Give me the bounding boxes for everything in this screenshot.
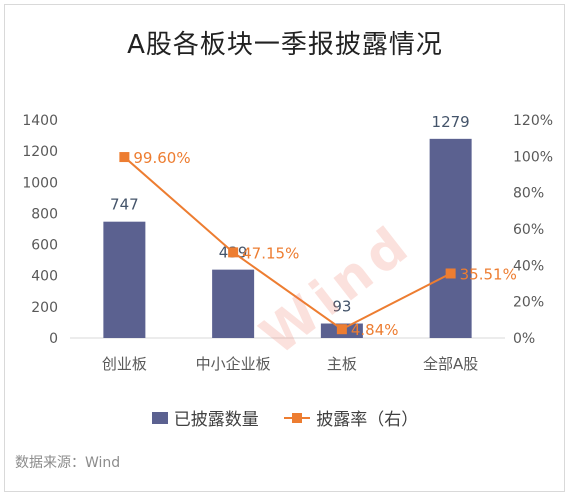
line-data-label: 4.84% — [351, 321, 399, 339]
source-note: 数据来源：Wind — [15, 455, 121, 471]
chart-legend: 已披露数量 披露率（右） — [0, 405, 570, 430]
bar — [429, 138, 472, 338]
y-left-tick-label: 200 — [31, 300, 58, 316]
bar-data-label: 747 — [110, 196, 139, 214]
bar — [103, 221, 146, 338]
y-left-tick-label: 400 — [31, 269, 58, 285]
y-right-tick-label: 20% — [513, 295, 544, 311]
legend-line-swatch — [284, 412, 311, 424]
bar-data-label: 1279 — [432, 113, 470, 131]
y-left-tick-label: 1200 — [22, 144, 58, 160]
chart-title: A股各板块一季报披露情况 — [127, 30, 443, 60]
y-right-tick-label: 100% — [513, 149, 553, 165]
x-category-label: 全部A股 — [423, 355, 478, 373]
line-series — [123, 156, 452, 331]
line-marker — [228, 247, 239, 258]
line-marker — [336, 324, 347, 335]
y-left-tick-label: 1000 — [22, 175, 58, 191]
y-left-tick-label: 1400 — [22, 113, 58, 129]
y-left-tick-label: 0 — [49, 331, 58, 347]
legend-bar-swatch — [151, 411, 168, 424]
line-data-label: 35.51% — [460, 265, 517, 283]
line-marker — [445, 268, 456, 279]
line-data-label: 99.60% — [133, 149, 190, 167]
x-category-label: 创业板 — [102, 355, 147, 373]
y-right-tick-label: 0% — [513, 331, 535, 347]
legend-item-line: 披露率（右） — [284, 405, 418, 430]
y-right-tick-label: 80% — [513, 186, 544, 202]
legend-label-line: 披露率（右） — [316, 410, 419, 430]
bar — [212, 269, 255, 338]
bar-data-label: 93 — [332, 298, 351, 316]
legend-item-bar: 已披露数量 — [151, 405, 259, 430]
y-right-tick-label: 60% — [513, 222, 544, 238]
x-category-label: 主板 — [327, 355, 357, 373]
x-category-label: 中小企业板 — [196, 355, 271, 373]
legend-label-bar: 已披露数量 — [173, 410, 259, 430]
y-left-tick-label: 600 — [31, 238, 58, 254]
line-data-label: 47.15% — [242, 244, 299, 262]
y-right-tick-label: 40% — [513, 258, 544, 274]
y-right-tick-label: 120% — [513, 113, 553, 129]
line-marker — [119, 152, 130, 163]
y-left-tick-label: 800 — [31, 206, 58, 222]
